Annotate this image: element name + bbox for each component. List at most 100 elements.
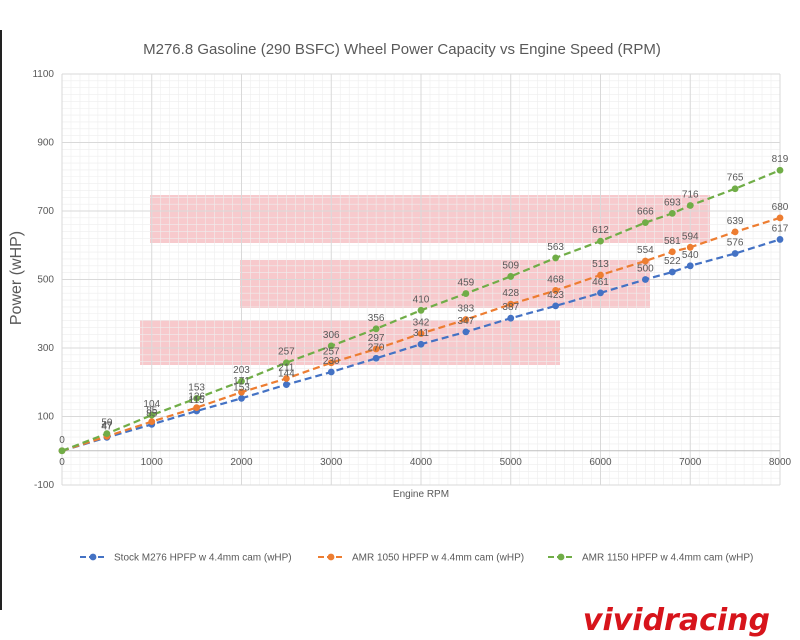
x-tick-label: 1000 [141, 457, 164, 468]
data-point [327, 342, 335, 350]
data-label: 563 [547, 242, 564, 253]
chart-title: M276.8 Gasoline (290 BSFC) Wheel Power C… [143, 41, 661, 58]
data-point [552, 287, 560, 294]
data-label: 581 [664, 236, 681, 247]
data-point [372, 354, 380, 362]
x-tick-label: 4000 [410, 457, 433, 468]
data-label: 85 [146, 406, 158, 417]
data-label: 612 [592, 225, 609, 236]
data-label: 459 [458, 278, 475, 289]
data-point [417, 306, 425, 314]
data-label: 461 [592, 277, 609, 288]
data-label: 270 [368, 342, 385, 353]
data-point [282, 381, 290, 389]
x-tick-label: 3000 [320, 457, 343, 468]
data-label: 171 [233, 376, 250, 387]
watermark-band-bottom [140, 320, 560, 365]
legend: Stock M276 HPFP w 4.4mm cam (wHP) AMR 105… [80, 553, 753, 564]
legend-marker [89, 553, 97, 561]
data-label: 257 [323, 347, 340, 358]
data-point [668, 248, 676, 256]
data-point [641, 276, 649, 283]
data-label: 153 [233, 382, 250, 393]
data-label: 423 [547, 290, 564, 301]
data-label: 50 [101, 418, 113, 429]
data-label: 554 [637, 245, 654, 256]
data-point [776, 166, 784, 174]
data-label: 153 [188, 382, 205, 393]
data-label: 257 [278, 347, 295, 358]
series-line [61, 169, 781, 452]
data-point [686, 262, 694, 270]
data-label: 576 [727, 237, 744, 248]
data-point [327, 368, 335, 376]
data-point [417, 330, 425, 338]
data-point [668, 209, 676, 217]
data-label: 342 [413, 318, 430, 329]
data-label: 693 [664, 197, 681, 208]
series-layer [58, 166, 784, 455]
data-label: 716 [682, 190, 699, 201]
data-label: 203 [233, 365, 250, 376]
x-tick-label: 8000 [769, 457, 792, 468]
data-label: 522 [664, 256, 681, 267]
x-axis-title: Engine RPM [393, 489, 449, 500]
data-point [731, 228, 739, 236]
data-point [507, 300, 515, 308]
series-line [61, 216, 781, 452]
data-label: 47 [101, 421, 113, 432]
data-label: 765 [727, 173, 744, 184]
data-point [462, 290, 470, 297]
y-tick-label: 300 [37, 343, 54, 354]
x-tick-label: 6000 [589, 457, 612, 468]
vividracing-logo: vividracing [583, 603, 770, 638]
y-tick-label: 700 [37, 206, 54, 217]
data-label: 500 [637, 264, 654, 275]
data-point [552, 302, 560, 310]
legend-marker [557, 553, 565, 561]
data-point [552, 254, 560, 262]
data-label: 115 [189, 395, 205, 406]
gridlines [61, 73, 781, 486]
data-label: 126 [188, 392, 205, 403]
data-point [327, 359, 335, 367]
data-label: 819 [772, 154, 789, 165]
data-label: 639 [727, 216, 744, 227]
logo-text: vividracing [583, 603, 770, 638]
data-label: 297 [368, 333, 385, 344]
data-label: 306 [323, 330, 340, 341]
legend-label: Stock M276 HPFP w 4.4mm cam (wHP) [114, 553, 292, 564]
data-label: 428 [502, 288, 519, 299]
data-point [148, 411, 156, 419]
data-point [462, 316, 470, 323]
data-point [686, 202, 694, 209]
series-2 [58, 214, 784, 455]
data-point [238, 394, 245, 402]
data-point [686, 243, 694, 251]
data-label: 540 [682, 250, 699, 261]
data-point [776, 236, 784, 243]
data-label: 230 [323, 356, 340, 367]
legend-item-2: AMR 1050 HPFP w 4.4mm cam (wHP) [318, 553, 524, 564]
legend-marker [327, 553, 335, 561]
y-tick-label: -100 [34, 480, 54, 491]
data-label: 104 [143, 399, 160, 410]
x-tick-label: 5000 [500, 457, 523, 468]
data-point [103, 430, 111, 438]
data-point [282, 375, 290, 382]
data-point [731, 250, 739, 257]
series-3 [58, 166, 784, 455]
data-label: 387 [502, 302, 519, 313]
data-label: 617 [772, 223, 789, 234]
data-label: 594 [682, 231, 699, 242]
data-point [58, 447, 66, 455]
data-label: 666 [637, 207, 654, 218]
data-point [776, 214, 784, 222]
data-point [597, 271, 604, 279]
data-point [641, 257, 649, 265]
data-point [372, 345, 380, 353]
x-tick-label: 7000 [679, 457, 702, 468]
data-label: 347 [458, 316, 475, 327]
